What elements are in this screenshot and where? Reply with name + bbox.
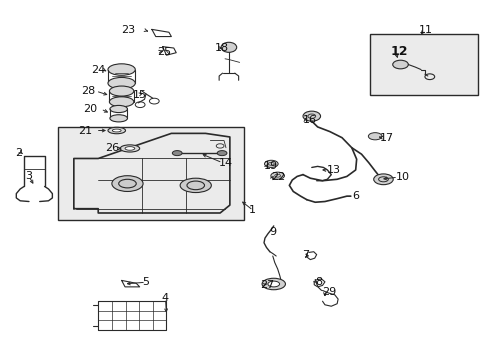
Text: 13: 13 [326, 165, 340, 175]
Text: 28: 28 [81, 86, 95, 96]
Text: 4: 4 [161, 293, 168, 303]
Ellipse shape [109, 97, 134, 107]
Ellipse shape [392, 60, 407, 69]
Ellipse shape [109, 86, 134, 96]
Ellipse shape [367, 133, 381, 140]
Ellipse shape [108, 127, 125, 134]
Text: 25: 25 [157, 46, 170, 57]
Ellipse shape [221, 42, 236, 52]
Ellipse shape [262, 278, 285, 290]
Ellipse shape [112, 176, 143, 192]
Text: 10: 10 [395, 172, 409, 182]
Text: 9: 9 [268, 227, 275, 237]
Text: 11: 11 [418, 25, 432, 35]
Text: 2: 2 [15, 148, 22, 158]
Text: 1: 1 [248, 206, 255, 216]
Text: 23: 23 [122, 25, 136, 35]
Ellipse shape [108, 64, 135, 75]
Text: 26: 26 [105, 143, 120, 153]
Ellipse shape [303, 111, 320, 121]
Text: 24: 24 [91, 64, 105, 75]
Text: 22: 22 [271, 172, 285, 182]
Text: 17: 17 [379, 133, 393, 143]
Text: 14: 14 [219, 158, 233, 168]
Text: 18: 18 [215, 43, 229, 53]
Ellipse shape [373, 174, 392, 185]
Bar [58, 127, 243, 220]
Text: 12: 12 [390, 45, 407, 58]
Text: 6: 6 [351, 191, 358, 201]
Ellipse shape [110, 105, 127, 113]
Text: 5: 5 [142, 277, 149, 287]
Text: 15: 15 [133, 90, 147, 100]
Ellipse shape [217, 150, 226, 156]
Text: 7: 7 [302, 250, 308, 260]
Text: 3: 3 [25, 171, 32, 181]
Text: 16: 16 [303, 115, 316, 125]
Ellipse shape [172, 150, 182, 156]
Ellipse shape [264, 160, 278, 167]
Ellipse shape [180, 178, 211, 193]
Text: 19: 19 [264, 161, 278, 171]
Ellipse shape [125, 147, 135, 150]
Text: 8: 8 [315, 277, 322, 287]
Ellipse shape [110, 115, 127, 122]
Ellipse shape [108, 77, 135, 89]
Ellipse shape [267, 281, 279, 287]
Text: 29: 29 [322, 287, 336, 297]
Ellipse shape [270, 172, 284, 179]
Ellipse shape [120, 145, 140, 152]
Text: 27: 27 [260, 280, 274, 290]
Ellipse shape [112, 129, 121, 132]
Bar [369, 34, 477, 95]
Text: 21: 21 [78, 126, 92, 135]
Text: 20: 20 [83, 104, 98, 114]
